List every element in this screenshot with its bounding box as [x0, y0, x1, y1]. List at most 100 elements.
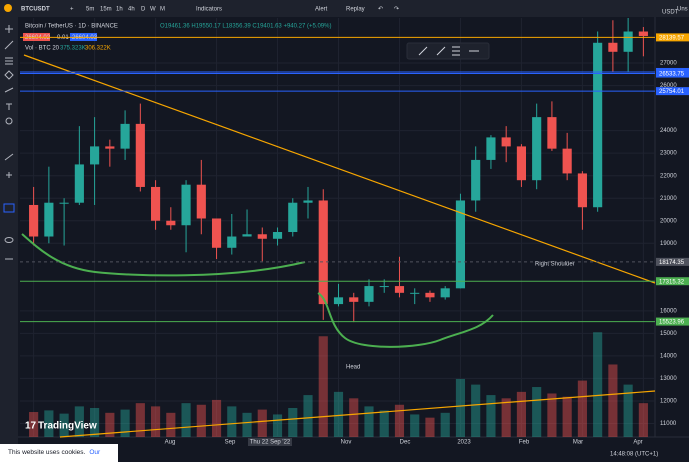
icon-tool[interactable] [5, 117, 13, 125]
price-label-box [656, 69, 689, 78]
pattern-tool[interactable] [4, 70, 14, 80]
candle-body [425, 292, 435, 298]
interval-button[interactable]: 5m [86, 7, 94, 13]
candle-body [90, 146, 100, 165]
candles [29, 18, 648, 323]
zoom-tool[interactable] [6, 172, 12, 178]
candle-body [242, 234, 252, 237]
y-tick-label: 14000 [660, 353, 677, 359]
text-tool[interactable] [6, 103, 12, 110]
candle-body [196, 184, 206, 219]
measure-tool[interactable] [4, 153, 14, 161]
x-tick-label: Aug [165, 440, 176, 446]
interval-button[interactable]: D [141, 7, 146, 13]
candle-body [59, 202, 69, 204]
volume-bar [135, 403, 145, 437]
volume-bar [471, 384, 481, 437]
candle-body [547, 117, 557, 149]
volume-bar [516, 391, 526, 437]
y-tick-label: 27000 [660, 61, 677, 67]
price-label: 17315.32 [659, 279, 685, 285]
buy-price[interactable]: 26604.03 [72, 35, 98, 41]
volume-bar [349, 398, 359, 437]
candle-body [74, 164, 84, 203]
replay-button[interactable]: Replay [346, 7, 365, 13]
volume-pane [29, 332, 648, 437]
volume-bar [410, 414, 420, 437]
price-label-box [656, 257, 689, 266]
active-tool[interactable] [3, 203, 15, 213]
interval-button[interactable]: W [150, 7, 156, 13]
symbol[interactable]: BTCUSDT [21, 7, 50, 13]
candle-body [349, 297, 359, 302]
fib-tool[interactable] [5, 57, 13, 65]
visibility-tool[interactable] [4, 237, 14, 243]
y-tick-label: 24000 [660, 128, 677, 134]
candle-body [471, 159, 481, 201]
volume-bar [196, 404, 206, 437]
currency: USDT [662, 10, 679, 16]
x-tick-label: Feb [519, 440, 530, 446]
candle-body [440, 288, 450, 298]
candle-body [120, 123, 130, 149]
indicators-button[interactable]: Indicators [196, 7, 222, 13]
head-curve[interactable] [317, 292, 494, 348]
volume-legend: Vol · BTC 20 [25, 46, 60, 52]
volume-bar [227, 406, 237, 437]
user-menu[interactable]: Uns [677, 7, 688, 13]
volume-bar [242, 412, 252, 437]
candle-body [181, 184, 191, 226]
price-label: 25754.01 [659, 89, 685, 95]
cookie-text: This website uses cookies. [8, 449, 86, 456]
left-shoulder-curve[interactable] [21, 233, 306, 277]
trend-line[interactable] [23, 54, 656, 284]
undo[interactable]: ↶ [378, 6, 383, 13]
volume-bar [608, 364, 618, 437]
candle-body [135, 123, 145, 187]
add-symbol[interactable]: + [70, 7, 74, 13]
x-tick-label: 2023 [457, 440, 471, 446]
candle-body [486, 137, 496, 160]
x-tick-label: Dec [400, 440, 411, 446]
prediction-tool[interactable] [4, 87, 14, 93]
floating-toolbar-box [406, 42, 490, 60]
volume-bar [425, 417, 435, 437]
interval-button[interactable]: 15m [100, 7, 112, 13]
volume-bar [166, 412, 176, 437]
legend-ohlc: O19461.36 H19550.17 L18356.39 C19401.63 … [160, 24, 331, 30]
top-toolbar [0, 0, 689, 17]
annotation: Head [346, 365, 360, 371]
crosshair-tool[interactable] [5, 25, 13, 33]
candle-body [623, 31, 633, 52]
interval-button[interactable]: 4h [128, 7, 135, 13]
spread: 0.01 [57, 35, 69, 41]
candle-body [272, 232, 283, 239]
floating-toolbar-icons[interactable] [418, 46, 479, 56]
alert-button[interactable]: Alert [315, 7, 328, 13]
volume-bar [501, 398, 511, 437]
grid [20, 18, 655, 437]
volume-ma: 306.322K [85, 46, 111, 52]
interval-button[interactable]: 1h [116, 7, 123, 13]
price-label-box [656, 87, 689, 96]
price-label-box [656, 317, 689, 326]
price-label: 28139.57 [659, 35, 685, 41]
interval-button[interactable]: M [160, 7, 165, 13]
trendline-tool[interactable] [4, 40, 14, 50]
policy-link[interactable]: Our policy. [89, 449, 101, 456]
candle-body [516, 146, 526, 181]
avatar[interactable] [4, 4, 12, 12]
sell-price[interactable]: 26604.02 [25, 35, 51, 41]
volume-bar [181, 403, 191, 437]
volume-trend-line[interactable] [59, 390, 656, 438]
volume-bar [211, 399, 222, 437]
volume-bar [120, 409, 130, 437]
volume-bar [74, 406, 84, 437]
brand-mark: 17 [25, 421, 37, 432]
candle-body [44, 202, 54, 237]
candle-body [29, 204, 39, 237]
redo[interactable]: ↷ [394, 6, 399, 13]
candle-body [227, 236, 237, 248]
volume-bar [577, 380, 587, 437]
